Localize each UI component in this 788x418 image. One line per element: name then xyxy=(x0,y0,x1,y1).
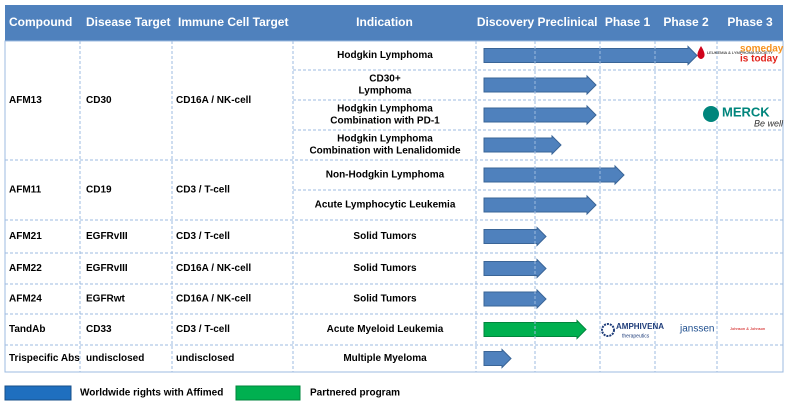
compound: AFM11 xyxy=(9,185,42,196)
disease-target: EGFRwt xyxy=(86,294,126,305)
table-body xyxy=(4,40,784,373)
disease-target: EGFRvIII xyxy=(86,231,128,242)
progress-arrow xyxy=(483,134,562,156)
janssen-logo: janssen xyxy=(679,324,714,335)
progress-arrow xyxy=(483,164,625,186)
merck-slogan: Be well xyxy=(754,118,784,128)
disease-target: CD33 xyxy=(86,324,112,335)
immune-target: CD16A / NK-cell xyxy=(176,95,251,106)
compound: AFM24 xyxy=(9,294,42,305)
amphivena-sub: therapeutics xyxy=(622,333,650,339)
progress-arrow xyxy=(483,258,547,279)
indication: Acute Lymphocytic Leukemia xyxy=(315,200,456,211)
indication: Solid Tumors xyxy=(353,231,417,242)
indication: Acute Myeloid Leukemia xyxy=(327,324,444,335)
compound: AFM21 xyxy=(9,231,42,242)
merck-icon xyxy=(703,106,719,122)
progress-arrow xyxy=(483,319,587,340)
header-label: Phase 1 xyxy=(605,15,651,29)
legend-swatch xyxy=(4,385,72,401)
indication: Hodgkin Lymphoma xyxy=(337,104,433,115)
indication: Hodgkin Lymphoma xyxy=(337,50,433,61)
indication: CD30+ xyxy=(369,74,401,85)
progress-arrow xyxy=(483,104,597,126)
indication: Combination with PD-1 xyxy=(330,116,440,127)
disease-target: EGFRvIII xyxy=(86,263,128,274)
header-label: Immune Cell Target xyxy=(178,15,288,29)
header-label: Compound xyxy=(9,15,72,29)
disease-target: CD30 xyxy=(86,95,112,106)
header-label: Preclinical xyxy=(537,15,597,29)
disease-target: undisclosed xyxy=(86,353,144,364)
progress-arrow xyxy=(483,194,597,216)
amphivena-logo: AMPHIVENA xyxy=(616,322,664,331)
legend-label: Worldwide rights with Affimed xyxy=(80,388,223,399)
progress-arrow xyxy=(483,348,512,369)
compound: Trispecific Abs xyxy=(9,353,80,364)
lls-slogan: is today xyxy=(740,54,778,65)
compound: AFM22 xyxy=(9,263,42,274)
compound: AFM13 xyxy=(9,95,42,106)
immune-target: undisclosed xyxy=(176,353,234,364)
progress-arrow xyxy=(483,226,547,247)
disease-target: CD19 xyxy=(86,185,112,196)
header-bar xyxy=(5,5,783,41)
header-label: Disease Target xyxy=(86,15,171,29)
progress-arrow xyxy=(483,45,698,66)
immune-target: CD16A / NK-cell xyxy=(176,263,251,274)
progress-arrow xyxy=(483,288,547,310)
indication: Combination with Lenalidomide xyxy=(309,146,461,157)
immune-target: CD16A / NK-cell xyxy=(176,294,251,305)
immune-target: CD3 / T-cell xyxy=(176,185,230,196)
lls-slogan: someday xyxy=(740,44,784,55)
indication: Solid Tumors xyxy=(353,263,417,274)
jnj-logo: Johnson & Johnson xyxy=(730,326,765,331)
indication: Lymphoma xyxy=(359,86,412,97)
legend-swatch xyxy=(235,385,301,401)
merck-logo: MERCK xyxy=(722,104,770,119)
lls-logo: LEUKEMIA & LYMPHOMA SOCIETY xyxy=(707,50,773,55)
indication: Multiple Myeloma xyxy=(343,353,427,364)
legend-label: Partnered program xyxy=(310,388,400,399)
lls-drop xyxy=(697,46,705,59)
immune-target: CD3 / T-cell xyxy=(176,324,230,335)
progress-arrow xyxy=(483,74,597,96)
indication: Solid Tumors xyxy=(353,294,417,305)
indication: Non-Hodgkin Lymphoma xyxy=(326,170,445,181)
indication: Hodgkin Lymphoma xyxy=(337,134,433,145)
header-label: Phase 2 xyxy=(663,15,709,29)
amphivena-icon xyxy=(601,323,615,337)
immune-target: CD3 / T-cell xyxy=(176,231,230,242)
header-label: Phase 3 xyxy=(727,15,773,29)
header-label: Discovery xyxy=(477,15,535,29)
compound: TandAb xyxy=(9,324,45,335)
header-label: Indication xyxy=(356,15,413,29)
